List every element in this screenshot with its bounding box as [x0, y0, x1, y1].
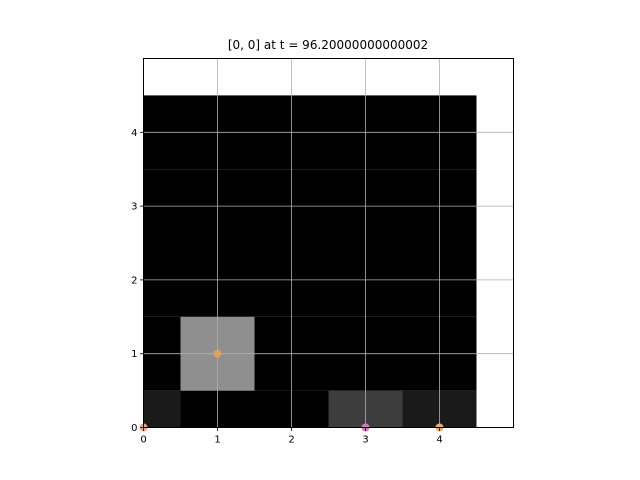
x-tick-label: 1 [214, 435, 220, 446]
x-tick-label: 4 [436, 435, 442, 446]
y-tick-label: 0 [131, 423, 137, 434]
heatmap-cells [143, 95, 477, 428]
x-tick-label: 0 [140, 435, 146, 446]
x-tick-label: 3 [362, 435, 368, 446]
y-tick-label: 1 [131, 349, 137, 360]
plot-frame [143, 58, 514, 428]
x-tick-label: 2 [288, 435, 294, 446]
y-tick-label: 4 [131, 128, 137, 139]
agent-marker [213, 349, 222, 358]
y-tick-label: 3 [131, 202, 137, 213]
chart-title: [0, 0] at t = 96.20000000000002 [228, 38, 428, 52]
heatmap-cell [143, 390, 181, 428]
x-axis: 0 1 2 3 4 [140, 427, 443, 446]
y-tick-label: 2 [131, 275, 137, 286]
y-axis: 0 1 2 3 4 [131, 128, 144, 434]
